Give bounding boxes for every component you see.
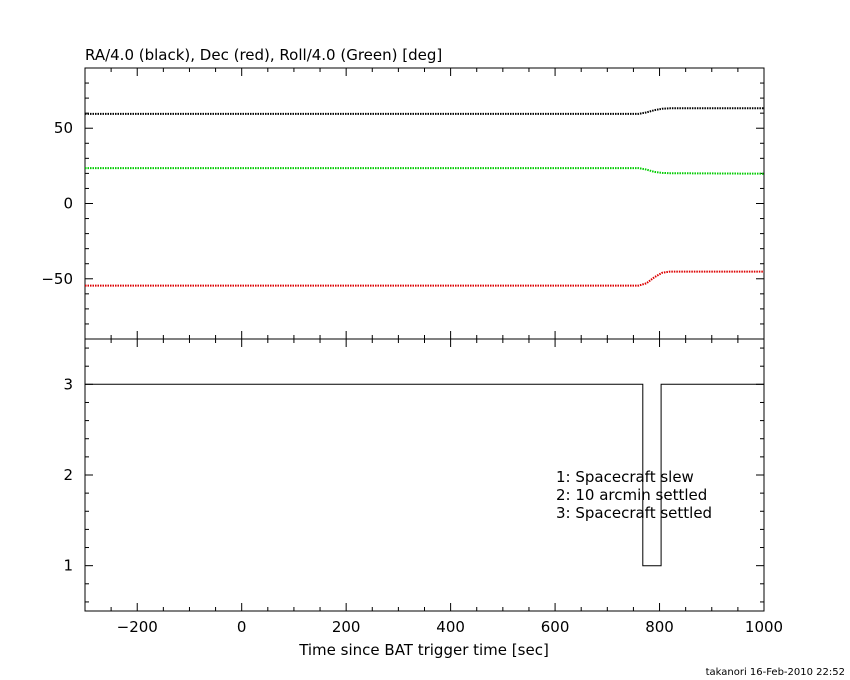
top-series-line-0: [85, 107, 764, 115]
top-ytick-label: 50: [54, 119, 73, 137]
bottom-panel-series: [85, 383, 764, 567]
xtick-label: 400: [436, 618, 465, 636]
xtick-label: −200: [117, 618, 158, 636]
bottom-series-line-0: [85, 383, 764, 567]
top-ytick-label: 0: [63, 195, 73, 213]
x-axis-label: Time since BAT trigger time [sec]: [298, 641, 549, 659]
annotation-2: 2: 10 arcmin settled: [556, 486, 707, 504]
xtick-label: 200: [332, 618, 361, 636]
xtick-label: 600: [541, 618, 570, 636]
xtick-label: 800: [645, 618, 674, 636]
top-series-line-2: [85, 270, 764, 287]
annotation-1: 1: Spacecraft slew: [556, 468, 694, 486]
bottom-ytick-label: 2: [63, 466, 73, 484]
bottom-ytick-label: 3: [63, 375, 73, 393]
xtick-label: 0: [237, 618, 247, 636]
top-panel-ticks: −50 0 50: [41, 68, 764, 339]
annotation-3: 3: Spacecraft settled: [556, 504, 712, 522]
top-ytick-label: −50: [41, 270, 73, 288]
top-panel-series: [85, 107, 765, 287]
bottom-ytick-label: 1: [63, 557, 73, 575]
footer-stamp: takanori 16-Feb-2010 22:52: [706, 667, 845, 678]
bottom-panel-ticks: 1 2 3 −200 0 200 400 600 800 1000: [63, 339, 783, 636]
xtick-label: 1000: [745, 618, 783, 636]
chart-title: RA/4.0 (black), Dec (red), Roll/4.0 (Gre…: [85, 46, 442, 64]
top-series-line-1: [85, 167, 765, 175]
